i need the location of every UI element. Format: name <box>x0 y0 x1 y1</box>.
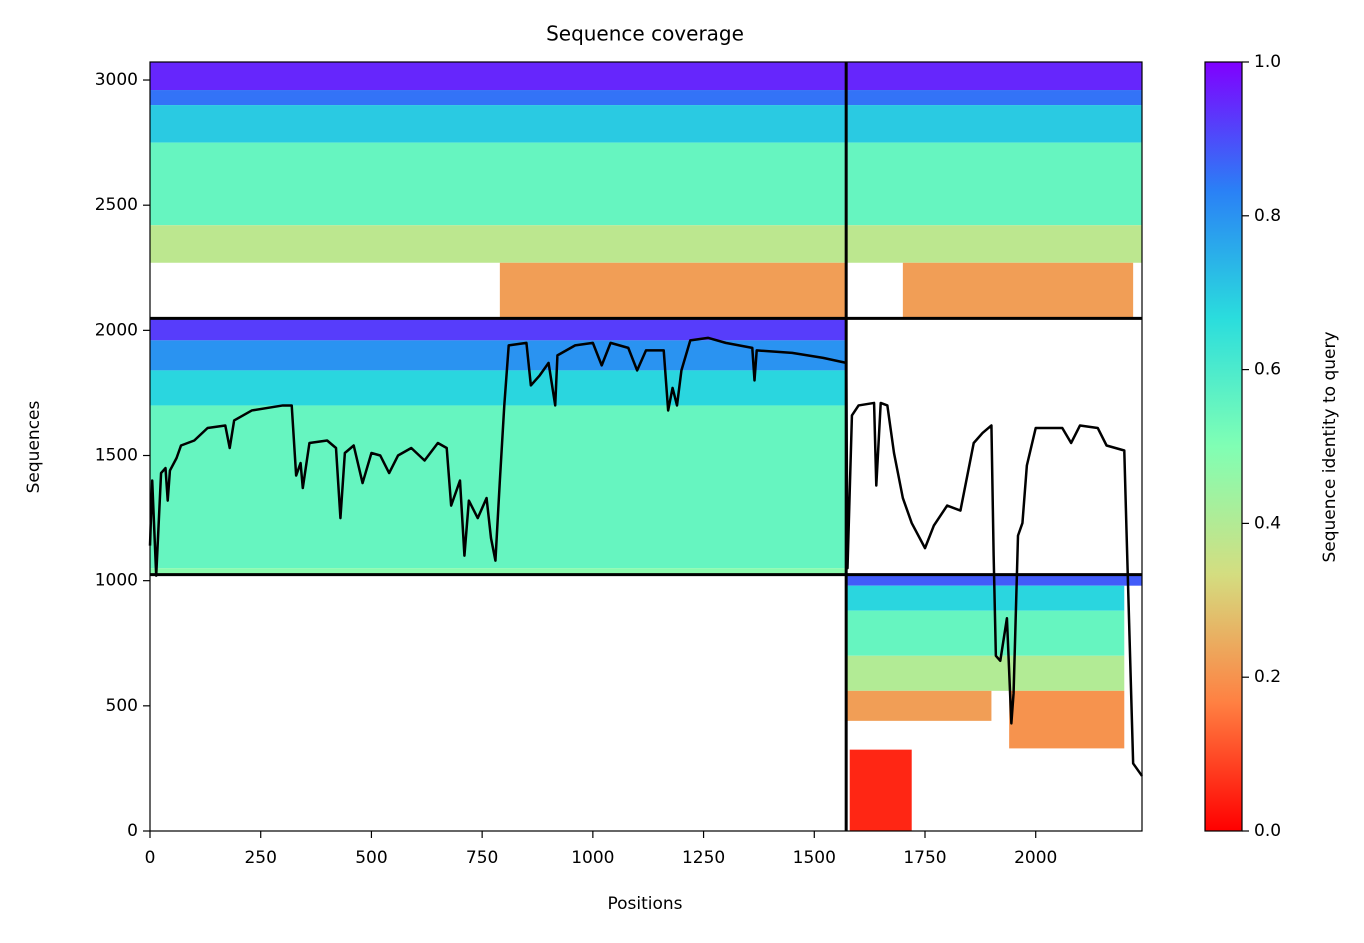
colorbar-tick-label: 0.0 <box>1254 821 1281 841</box>
coverage-line <box>148 336 1144 777</box>
heatmap-cell <box>150 568 847 575</box>
heatmap-cell <box>1009 690 1125 749</box>
colorbar-tick-label: 0.2 <box>1254 667 1281 687</box>
x-tick-label: 500 <box>355 848 387 868</box>
y-tick-label: 500 <box>106 696 138 716</box>
y-tick-label: 1500 <box>95 446 138 466</box>
heatmap-cell <box>499 262 847 319</box>
x-tick-label: 1000 <box>571 848 614 868</box>
x-tick-label: 250 <box>244 848 276 868</box>
x-tick-label: 1500 <box>793 848 836 868</box>
y-tick-label: 3000 <box>95 70 138 90</box>
heatmap-cell <box>849 749 912 831</box>
colorbar-tick-label: 0.8 <box>1254 206 1281 226</box>
x-tick-label: 1250 <box>682 848 725 868</box>
heatmap-cell <box>150 340 847 371</box>
heatmap-cell <box>847 585 1125 611</box>
heatmap-cell <box>150 62 1142 91</box>
plot-frame <box>149 61 1143 832</box>
heatmap-cell <box>150 405 847 569</box>
heatmap-cell <box>150 370 847 406</box>
y-tick-label: 2000 <box>95 320 138 340</box>
colorbar-tick-label: 1.0 <box>1254 52 1281 72</box>
y-axis-label: Sequences <box>24 401 44 494</box>
colorbar-scale <box>1204 61 1243 832</box>
colorbar-tick-label: 0.6 <box>1254 360 1281 380</box>
heatmap-cell <box>150 105 1142 143</box>
y-tick-label: 2500 <box>95 195 138 215</box>
chart-title: Sequence coverage <box>546 22 744 46</box>
y-tick-label: 1000 <box>95 571 138 591</box>
x-tick-label: 1750 <box>903 848 946 868</box>
colorbar-label: Sequence identity to query <box>1320 331 1340 562</box>
colorbar-tick-label: 0.4 <box>1254 513 1281 533</box>
plot-area: 0 250 500 750 1000 1250 1500 1750 2000 0 500 1000 15… <box>95 61 1144 868</box>
heatmap-cell <box>847 655 1125 691</box>
heatmap-cell <box>847 690 992 721</box>
colorbar: 0.0 0.2 0.4 0.6 0.8 1.0 <box>1204 52 1281 841</box>
heatmap-cell <box>150 142 1142 226</box>
heatmap-cell <box>902 262 1134 319</box>
x-tick-label: 0 <box>145 848 156 868</box>
x-axis-label: Positions <box>607 894 682 914</box>
x-tick-label: 2000 <box>1014 848 1057 868</box>
heatmap-cell <box>150 90 1142 106</box>
heatmap-cell <box>150 225 1142 263</box>
x-tick-label: 750 <box>466 848 498 868</box>
heatmap-cell <box>150 318 847 341</box>
y-tick-label: 0 <box>127 821 138 841</box>
heatmap-cell <box>847 610 1125 656</box>
